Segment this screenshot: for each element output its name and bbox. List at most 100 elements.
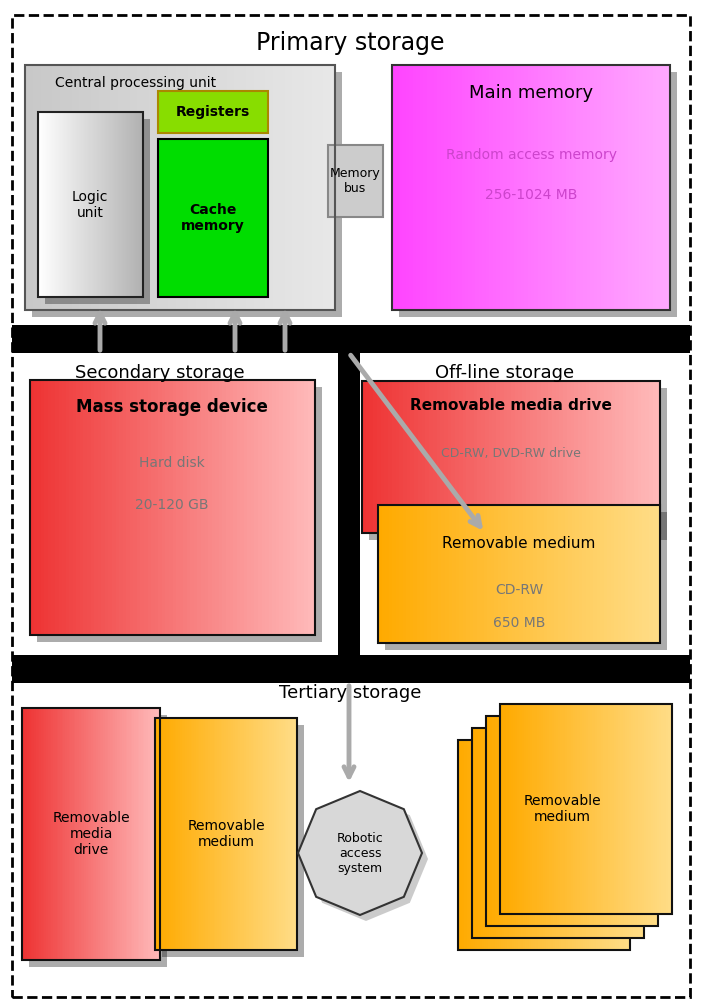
Polygon shape bbox=[544, 716, 546, 926]
Polygon shape bbox=[493, 65, 496, 310]
Polygon shape bbox=[601, 65, 604, 310]
Polygon shape bbox=[60, 708, 61, 960]
Polygon shape bbox=[66, 380, 69, 635]
Polygon shape bbox=[484, 505, 487, 643]
Text: Registers: Registers bbox=[176, 105, 250, 119]
Polygon shape bbox=[149, 708, 152, 960]
Polygon shape bbox=[531, 716, 533, 926]
Polygon shape bbox=[608, 716, 611, 926]
Polygon shape bbox=[565, 704, 567, 914]
Polygon shape bbox=[561, 505, 565, 643]
Polygon shape bbox=[623, 381, 627, 533]
Polygon shape bbox=[565, 716, 568, 926]
Polygon shape bbox=[487, 728, 489, 938]
Polygon shape bbox=[552, 65, 556, 310]
Polygon shape bbox=[281, 65, 285, 310]
Polygon shape bbox=[123, 112, 125, 297]
Polygon shape bbox=[118, 112, 119, 297]
Polygon shape bbox=[668, 704, 670, 914]
Polygon shape bbox=[48, 708, 49, 960]
Polygon shape bbox=[510, 716, 512, 926]
Polygon shape bbox=[618, 505, 621, 643]
Polygon shape bbox=[133, 112, 134, 297]
Polygon shape bbox=[625, 728, 627, 938]
Polygon shape bbox=[646, 704, 649, 914]
Polygon shape bbox=[102, 112, 104, 297]
Polygon shape bbox=[369, 388, 667, 540]
Polygon shape bbox=[251, 380, 255, 635]
Polygon shape bbox=[114, 708, 115, 960]
Polygon shape bbox=[410, 505, 413, 643]
Polygon shape bbox=[188, 65, 192, 310]
Polygon shape bbox=[537, 704, 539, 914]
Text: CD-RW, DVD-RW drive: CD-RW, DVD-RW drive bbox=[441, 446, 581, 459]
Polygon shape bbox=[133, 65, 137, 310]
Polygon shape bbox=[80, 112, 81, 297]
Polygon shape bbox=[502, 728, 504, 938]
Polygon shape bbox=[403, 65, 406, 310]
Polygon shape bbox=[630, 381, 634, 533]
Polygon shape bbox=[617, 716, 619, 926]
Polygon shape bbox=[228, 718, 230, 950]
Polygon shape bbox=[37, 387, 322, 642]
Polygon shape bbox=[423, 65, 427, 310]
Polygon shape bbox=[538, 65, 541, 310]
Polygon shape bbox=[494, 740, 497, 950]
Polygon shape bbox=[612, 728, 614, 938]
Polygon shape bbox=[207, 65, 211, 310]
Polygon shape bbox=[508, 716, 510, 926]
Polygon shape bbox=[534, 65, 538, 310]
Polygon shape bbox=[563, 728, 565, 938]
Polygon shape bbox=[279, 718, 281, 950]
Polygon shape bbox=[637, 716, 639, 926]
Polygon shape bbox=[233, 718, 235, 950]
Polygon shape bbox=[98, 708, 99, 960]
Polygon shape bbox=[190, 718, 192, 950]
Polygon shape bbox=[71, 65, 75, 310]
Polygon shape bbox=[541, 704, 543, 914]
Polygon shape bbox=[61, 112, 63, 297]
Text: Off-line storage: Off-line storage bbox=[436, 364, 575, 382]
Polygon shape bbox=[48, 380, 51, 635]
Polygon shape bbox=[512, 716, 514, 926]
Polygon shape bbox=[649, 704, 651, 914]
Polygon shape bbox=[637, 381, 642, 533]
Polygon shape bbox=[591, 716, 594, 926]
Polygon shape bbox=[45, 119, 150, 304]
Polygon shape bbox=[663, 704, 666, 914]
Polygon shape bbox=[651, 704, 653, 914]
Polygon shape bbox=[561, 740, 563, 950]
Polygon shape bbox=[192, 65, 195, 310]
Polygon shape bbox=[338, 353, 360, 655]
Polygon shape bbox=[272, 718, 274, 950]
Polygon shape bbox=[655, 704, 657, 914]
Polygon shape bbox=[643, 716, 645, 926]
Polygon shape bbox=[588, 704, 590, 914]
Polygon shape bbox=[47, 112, 49, 297]
Polygon shape bbox=[131, 112, 133, 297]
Polygon shape bbox=[563, 381, 567, 533]
Polygon shape bbox=[575, 505, 579, 643]
Polygon shape bbox=[51, 112, 52, 297]
Polygon shape bbox=[158, 139, 268, 297]
Polygon shape bbox=[608, 740, 611, 950]
Polygon shape bbox=[238, 718, 240, 950]
Polygon shape bbox=[444, 381, 448, 533]
Polygon shape bbox=[501, 716, 503, 926]
Polygon shape bbox=[324, 65, 327, 310]
Polygon shape bbox=[489, 381, 492, 533]
Polygon shape bbox=[251, 718, 252, 950]
Text: Primary storage: Primary storage bbox=[256, 31, 444, 55]
Polygon shape bbox=[203, 65, 207, 310]
Polygon shape bbox=[579, 505, 582, 643]
Polygon shape bbox=[553, 728, 556, 938]
Polygon shape bbox=[155, 708, 157, 960]
Polygon shape bbox=[130, 112, 131, 297]
Polygon shape bbox=[487, 505, 491, 643]
Polygon shape bbox=[578, 716, 581, 926]
Polygon shape bbox=[133, 708, 134, 960]
Text: Removable
media
drive: Removable media drive bbox=[52, 811, 130, 857]
Polygon shape bbox=[96, 112, 97, 297]
Polygon shape bbox=[176, 380, 180, 635]
Text: Random access memory: Random access memory bbox=[446, 148, 616, 162]
